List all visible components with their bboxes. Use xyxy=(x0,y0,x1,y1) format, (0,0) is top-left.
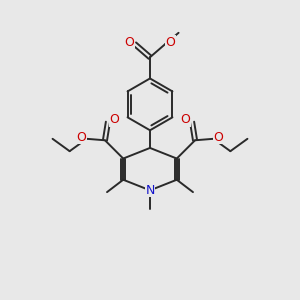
Text: O: O xyxy=(214,131,224,144)
Text: O: O xyxy=(110,113,119,127)
Text: O: O xyxy=(166,36,176,49)
Text: O: O xyxy=(124,36,134,49)
Text: O: O xyxy=(181,113,190,127)
Text: O: O xyxy=(76,131,86,144)
Text: N: N xyxy=(145,184,155,197)
